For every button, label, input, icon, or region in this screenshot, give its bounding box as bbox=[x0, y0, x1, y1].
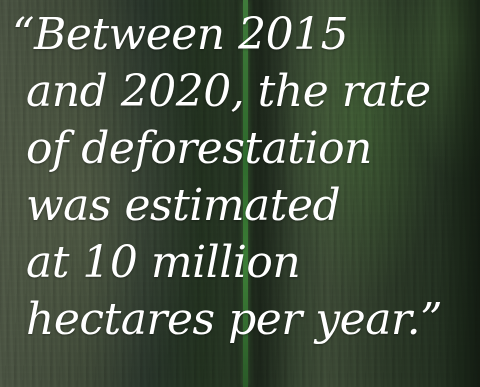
quote-line-3: of deforestation bbox=[26, 123, 372, 174]
quote-line-5: at 10 million bbox=[26, 237, 301, 288]
hanging-vine bbox=[243, 0, 248, 387]
quote-line-4: was estimated bbox=[26, 180, 341, 231]
quote-line-1: “Between 2015 bbox=[12, 9, 349, 60]
pull-quote: “Between 2015 and 2020, the rate of defo… bbox=[12, 6, 476, 348]
quote-line-2: and 2020, the rate bbox=[26, 66, 431, 117]
edge-shadow bbox=[440, 0, 480, 387]
quote-line-6: hectares per year.” bbox=[26, 294, 443, 345]
trunk-shadow bbox=[225, 0, 295, 387]
